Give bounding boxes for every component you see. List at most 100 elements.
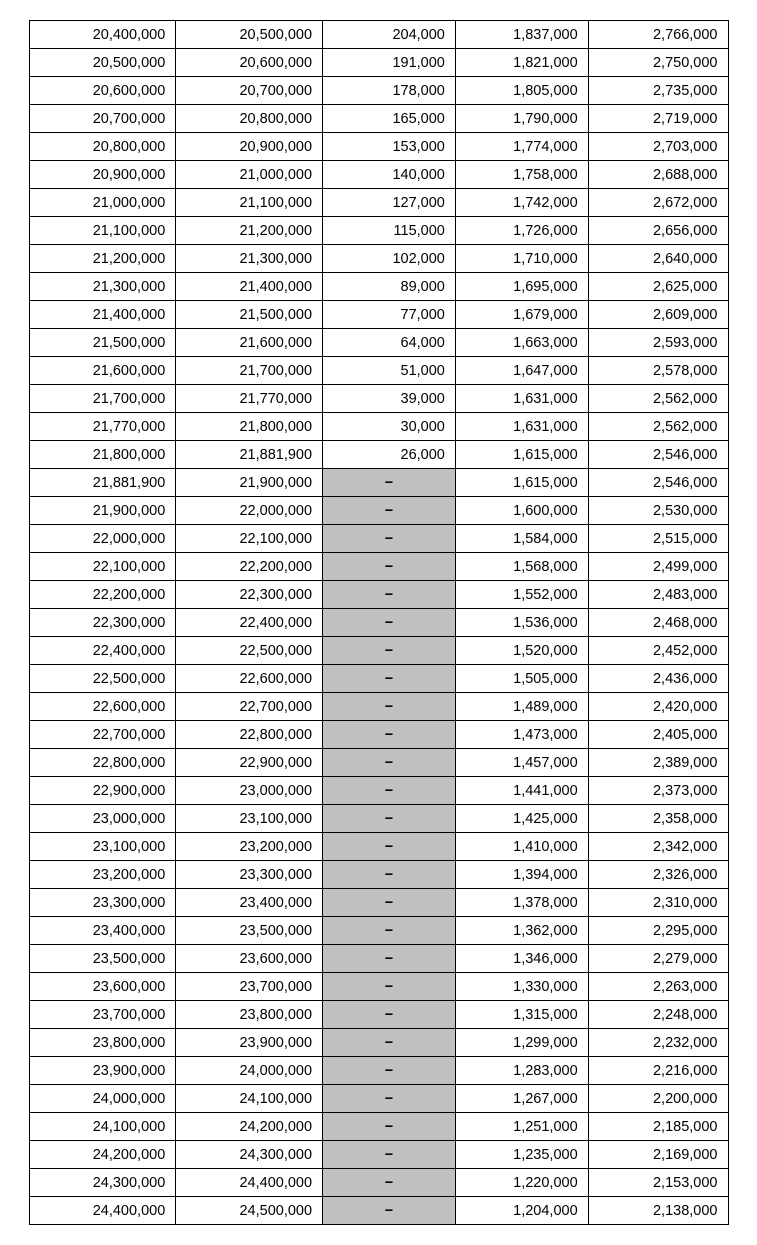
table-cell: 1,457,000	[455, 749, 588, 777]
table-row: 20,900,00021,000,000140,0001,758,0002,68…	[29, 161, 728, 189]
table-cell: 1,805,000	[455, 77, 588, 105]
table-cell: 2,625,000	[588, 273, 728, 301]
table-cell: 21,700,000	[176, 357, 323, 385]
table-cell: 2,342,000	[588, 833, 728, 861]
table-cell: 1,536,000	[455, 609, 588, 637]
table-row: 21,900,00022,000,000−1,600,0002,530,000	[29, 497, 728, 525]
table-cell: 2,546,000	[588, 441, 728, 469]
table-row: 23,300,00023,400,000−1,378,0002,310,000	[29, 889, 728, 917]
table-row: 22,900,00023,000,000−1,441,0002,373,000	[29, 777, 728, 805]
table-row: 20,800,00020,900,000153,0001,774,0002,70…	[29, 133, 728, 161]
table-cell: 23,900,000	[29, 1057, 176, 1085]
table-cell: −	[323, 469, 456, 497]
table-cell: 1,473,000	[455, 721, 588, 749]
table-row: 21,000,00021,100,000127,0001,742,0002,67…	[29, 189, 728, 217]
table-cell: 21,900,000	[29, 497, 176, 525]
table-row: 23,900,00024,000,000−1,283,0002,216,000	[29, 1057, 728, 1085]
table-cell: 1,552,000	[455, 581, 588, 609]
table-cell: −	[323, 889, 456, 917]
table-cell: 2,593,000	[588, 329, 728, 357]
table-cell: −	[323, 1169, 456, 1197]
table-cell: 22,300,000	[29, 609, 176, 637]
table-cell: 2,515,000	[588, 525, 728, 553]
table-cell: −	[323, 833, 456, 861]
table-row: 20,400,00020,500,000204,0001,837,0002,76…	[29, 21, 728, 49]
table-cell: 2,216,000	[588, 1057, 728, 1085]
table-cell: 24,500,000	[176, 1197, 323, 1225]
table-cell: 1,710,000	[455, 245, 588, 273]
table-cell: 21,100,000	[29, 217, 176, 245]
table-row: 23,200,00023,300,000−1,394,0002,326,000	[29, 861, 728, 889]
table-cell: −	[323, 1001, 456, 1029]
table-cell: 23,600,000	[29, 973, 176, 1001]
table-cell: 22,000,000	[176, 497, 323, 525]
table-cell: 23,200,000	[176, 833, 323, 861]
table-row: 22,600,00022,700,000−1,489,0002,420,000	[29, 693, 728, 721]
table-cell: 115,000	[323, 217, 456, 245]
table-cell: 24,000,000	[176, 1057, 323, 1085]
table-cell: 2,468,000	[588, 609, 728, 637]
table-cell: −	[323, 581, 456, 609]
table-cell: 23,000,000	[29, 805, 176, 833]
table-cell: 24,300,000	[29, 1169, 176, 1197]
table-cell: 1,520,000	[455, 637, 588, 665]
table-cell: 178,000	[323, 77, 456, 105]
table-cell: 2,672,000	[588, 189, 728, 217]
table-cell: 23,500,000	[29, 945, 176, 973]
table-row: 23,600,00023,700,000−1,330,0002,263,000	[29, 973, 728, 1001]
table-cell: 2,546,000	[588, 469, 728, 497]
table-cell: 2,640,000	[588, 245, 728, 273]
table-cell: 1,790,000	[455, 105, 588, 133]
table-cell: −	[323, 1113, 456, 1141]
table-cell: 21,500,000	[29, 329, 176, 357]
table-cell: 22,800,000	[176, 721, 323, 749]
table-cell: 89,000	[323, 273, 456, 301]
table-cell: 21,881,900	[176, 441, 323, 469]
table-cell: 204,000	[323, 21, 456, 49]
table-cell: 2,530,000	[588, 497, 728, 525]
table-cell: 24,400,000	[176, 1169, 323, 1197]
table-cell: 22,200,000	[176, 553, 323, 581]
table-cell: 1,631,000	[455, 385, 588, 413]
table-cell: 77,000	[323, 301, 456, 329]
table-cell: 2,138,000	[588, 1197, 728, 1225]
table-cell: 21,000,000	[176, 161, 323, 189]
table-cell: 21,900,000	[176, 469, 323, 497]
table-cell: 22,700,000	[176, 693, 323, 721]
table-cell: −	[323, 917, 456, 945]
table-cell: −	[323, 497, 456, 525]
table-row: 24,400,00024,500,000−1,204,0002,138,000	[29, 1197, 728, 1225]
table-cell: 1,441,000	[455, 777, 588, 805]
table-cell: 1,410,000	[455, 833, 588, 861]
table-row: 22,700,00022,800,000−1,473,0002,405,000	[29, 721, 728, 749]
table-cell: 1,204,000	[455, 1197, 588, 1225]
table-cell: 22,200,000	[29, 581, 176, 609]
table-cell: −	[323, 721, 456, 749]
table-cell: 1,299,000	[455, 1029, 588, 1057]
table-cell: 2,688,000	[588, 161, 728, 189]
table-cell: 2,169,000	[588, 1141, 728, 1169]
table-cell: −	[323, 693, 456, 721]
table-row: 21,800,00021,881,90026,0001,615,0002,546…	[29, 441, 728, 469]
table-cell: −	[323, 1085, 456, 1113]
table-row: 21,100,00021,200,000115,0001,726,0002,65…	[29, 217, 728, 245]
table-cell: 140,000	[323, 161, 456, 189]
table-cell: 102,000	[323, 245, 456, 273]
table-cell: 2,703,000	[588, 133, 728, 161]
table-cell: 1,330,000	[455, 973, 588, 1001]
table-cell: 2,562,000	[588, 385, 728, 413]
table-cell: 1,425,000	[455, 805, 588, 833]
table-body: 20,400,00020,500,000204,0001,837,0002,76…	[29, 21, 728, 1225]
table-cell: 21,300,000	[176, 245, 323, 273]
table-cell: 21,800,000	[29, 441, 176, 469]
table-cell: 23,800,000	[29, 1029, 176, 1057]
table-cell: 21,881,900	[29, 469, 176, 497]
table-row: 24,300,00024,400,000−1,220,0002,153,000	[29, 1169, 728, 1197]
table-row: 21,881,90021,900,000−1,615,0002,546,000	[29, 469, 728, 497]
table-cell: 127,000	[323, 189, 456, 217]
table-row: 22,300,00022,400,000−1,536,0002,468,000	[29, 609, 728, 637]
table-cell: −	[323, 1197, 456, 1225]
table-cell: 153,000	[323, 133, 456, 161]
table-cell: 2,766,000	[588, 21, 728, 49]
table-cell: 22,700,000	[29, 721, 176, 749]
